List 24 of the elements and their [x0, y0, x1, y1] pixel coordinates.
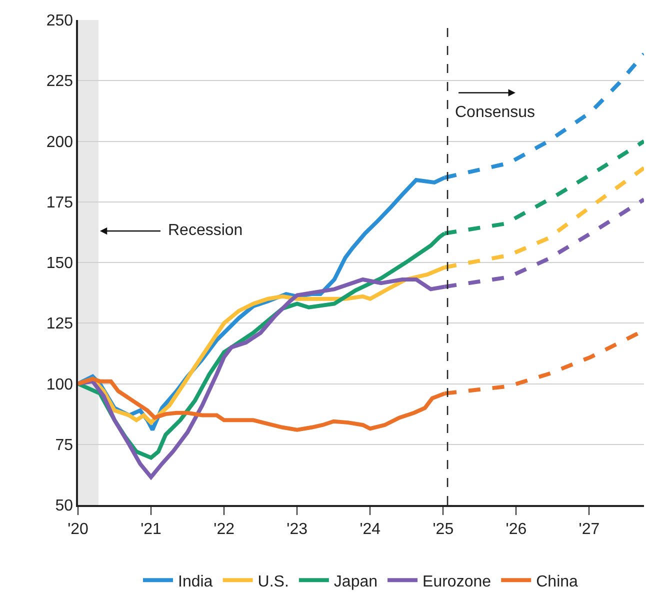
- legend-label: Japan: [334, 573, 378, 590]
- x-tick-label: '27: [578, 520, 600, 538]
- x-tick-label: '21: [140, 520, 162, 538]
- x-tick-label: '23: [286, 520, 308, 538]
- y-tick-label: 75: [55, 436, 74, 454]
- x-tick-label: '22: [214, 520, 235, 538]
- annotation: Consensus: [455, 104, 536, 121]
- x-tick-label: '24: [360, 520, 381, 538]
- y-tick-label: 100: [46, 376, 74, 394]
- legend-label: Eurozone: [422, 573, 492, 590]
- y-tick-label: 225: [46, 73, 74, 90]
- y-tick-label: 200: [46, 134, 74, 151]
- y-tick-label: 175: [46, 194, 74, 212]
- annotation: Recession: [168, 222, 243, 239]
- x-tick-label: '26: [506, 520, 527, 538]
- y-tick-label: 50: [55, 498, 74, 515]
- legend-label: U.S.: [258, 573, 289, 590]
- y-tick-label: 125: [46, 316, 74, 333]
- legend-label: India: [178, 573, 213, 590]
- x-tick-label: '20: [68, 520, 89, 538]
- legend-label: China: [536, 573, 578, 590]
- y-tick-label: 150: [46, 255, 74, 272]
- x-tick-label: '25: [432, 520, 454, 538]
- y-tick-label: 250: [46, 12, 74, 30]
